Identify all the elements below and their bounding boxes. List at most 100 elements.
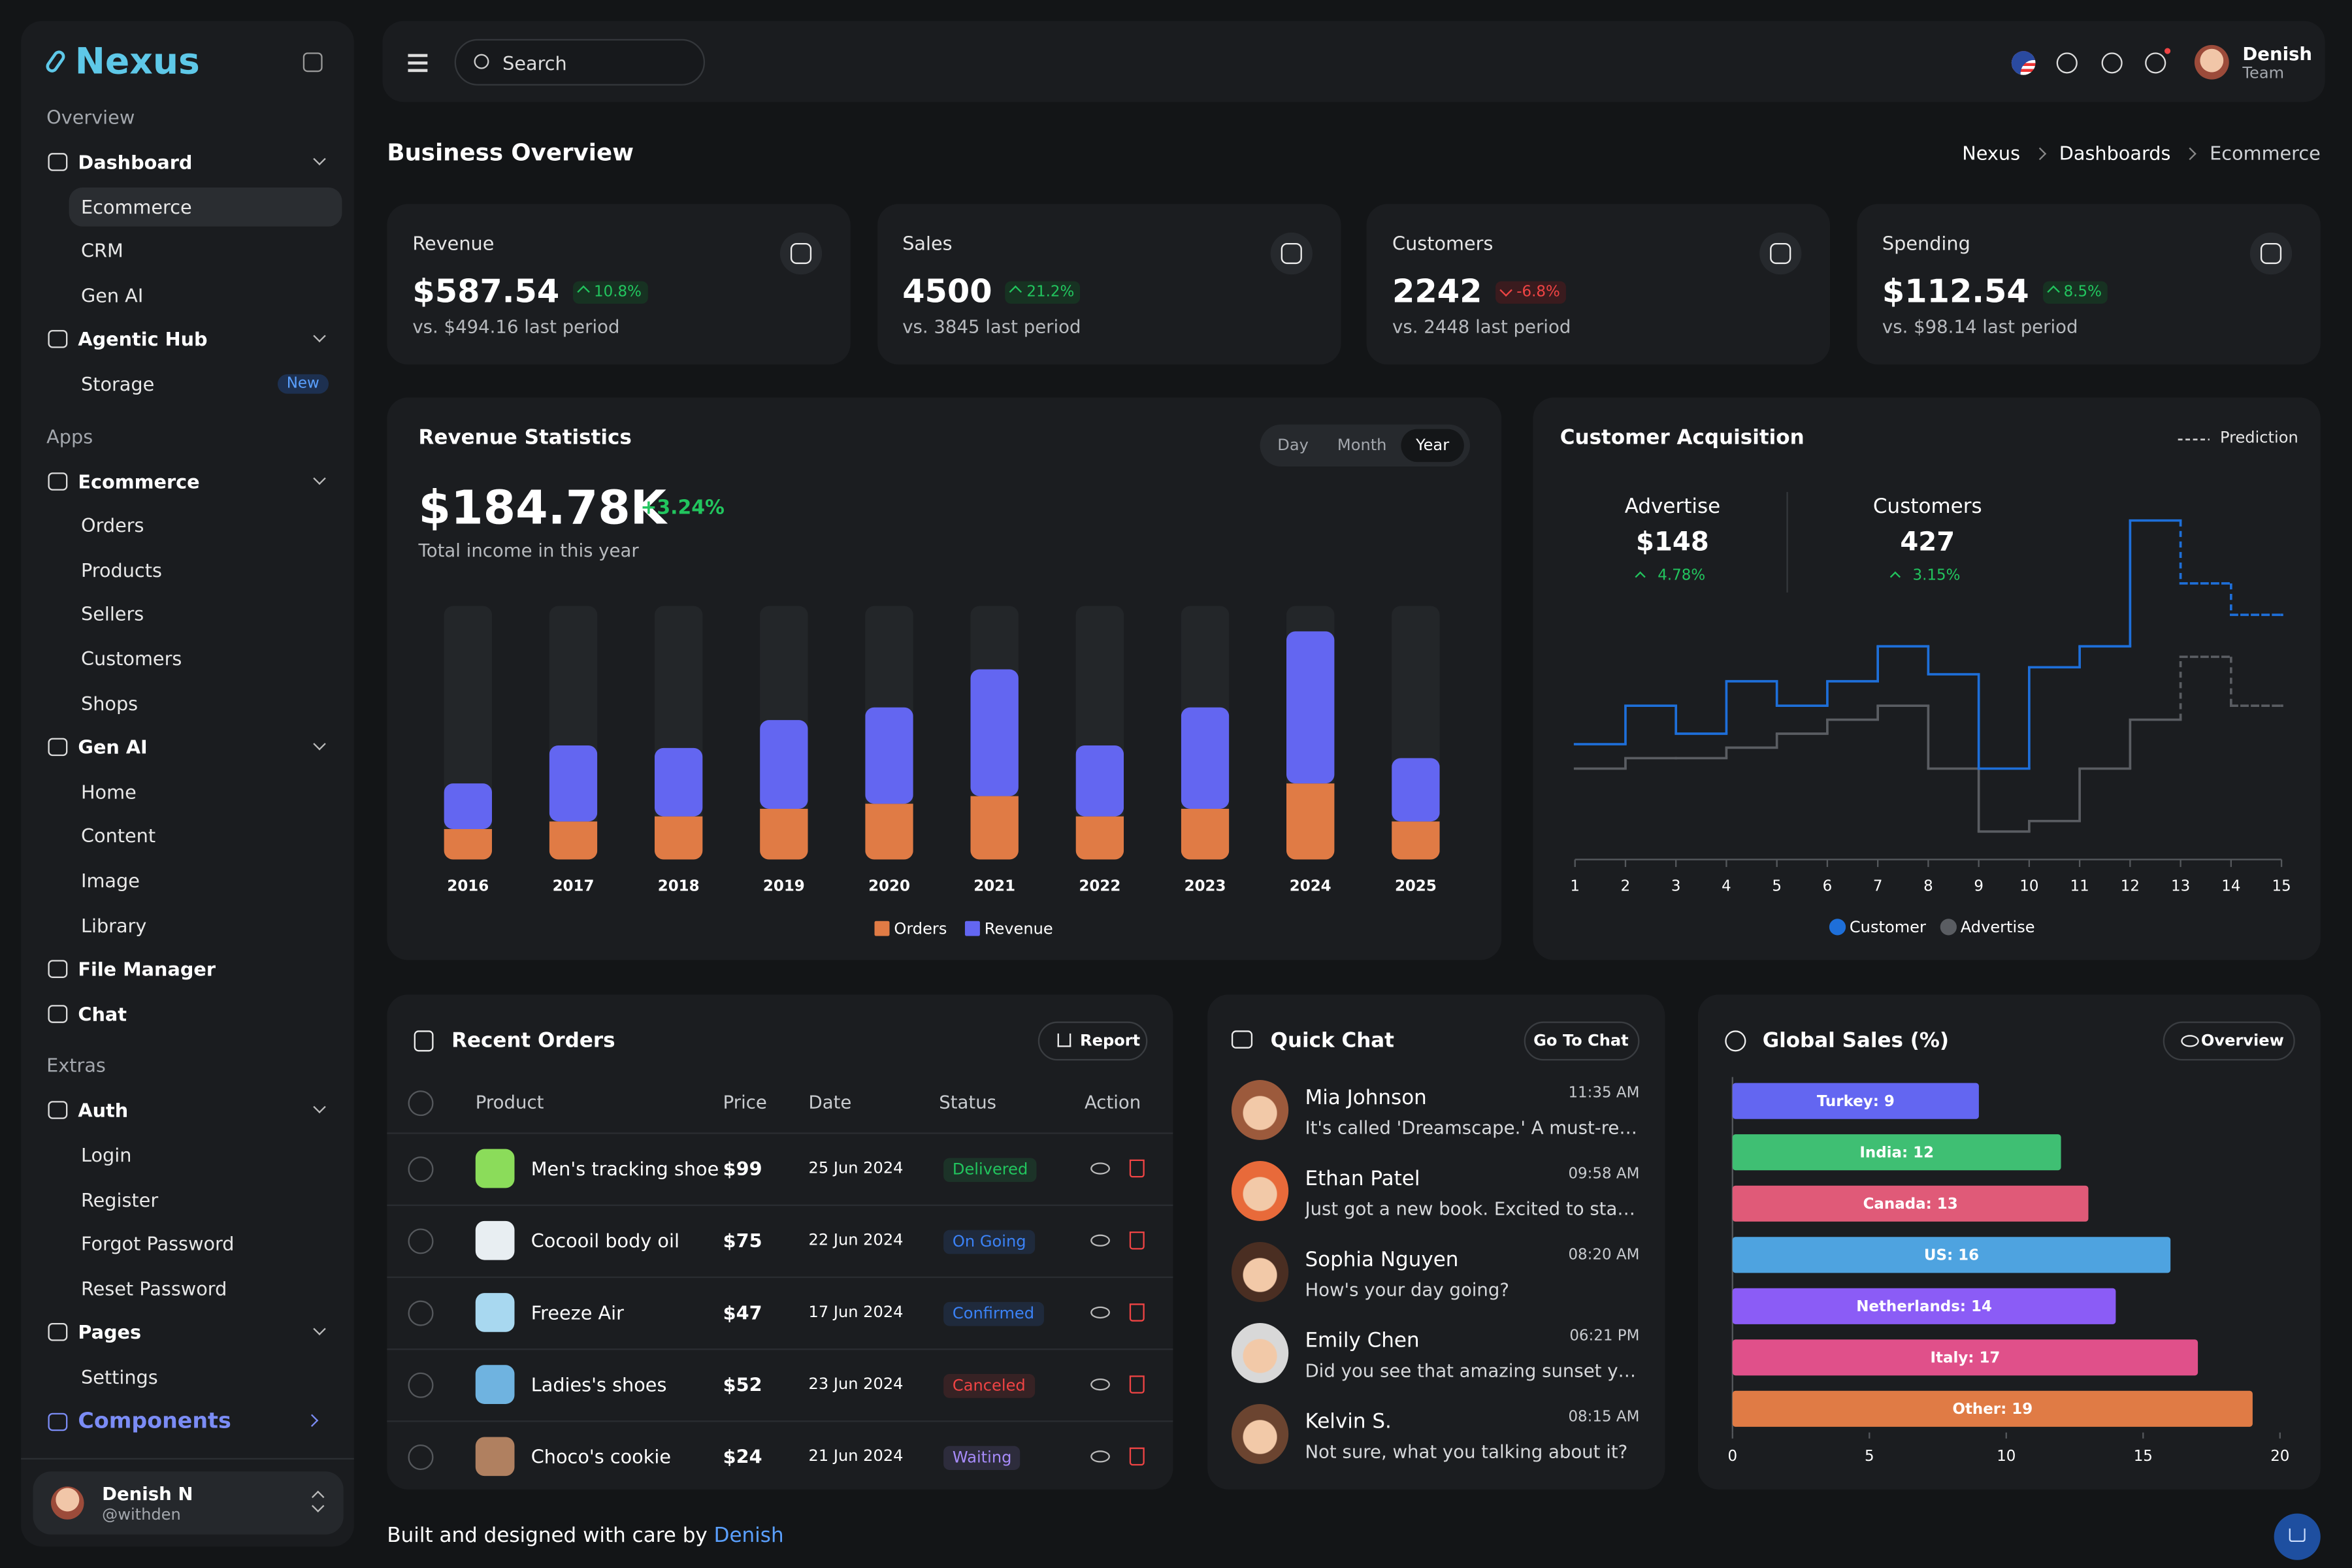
nav-item[interactable]: File Manager (78, 958, 216, 981)
nav-item[interactable]: Chat (78, 1002, 127, 1025)
row-checkbox[interactable] (408, 1228, 434, 1254)
footer: Built and designed with care by Denish (387, 1524, 783, 1548)
nav-subitem[interactable]: Image (80, 869, 140, 892)
x-tick-label: 15 (2272, 877, 2291, 894)
search-icon (474, 54, 489, 69)
chat-button[interactable] (1524, 1021, 1640, 1061)
nav-subitem[interactable]: Login (80, 1143, 132, 1167)
cart-button[interactable] (2274, 1513, 2321, 1560)
section-title: Overview (46, 105, 135, 129)
nav-subitem[interactable]: Library (80, 913, 147, 936)
contact-name[interactable]: Emily Chen (1305, 1329, 1420, 1353)
toolbar-icon[interactable] (2056, 52, 2078, 74)
flag-icon[interactable] (2011, 51, 2036, 75)
nav-subitem[interactable]: Sellers (80, 602, 144, 626)
nav-subitem[interactable]: Settings (80, 1365, 158, 1388)
status-badge: Waiting (943, 1446, 1021, 1470)
x-tick-label: 5 (1865, 1448, 1874, 1465)
product-name: Freeze Air (531, 1301, 624, 1324)
nav-subitem[interactable]: Reset Password (80, 1277, 227, 1299)
nav-subitem[interactable]: Content (80, 825, 156, 847)
sidebar-toggle[interactable] (302, 52, 323, 73)
breadcrumb[interactable]: Nexus (1962, 141, 2021, 165)
message-time: 09:58 AM (1568, 1166, 1640, 1183)
header-checkbox[interactable] (408, 1090, 434, 1117)
view-icon[interactable] (1090, 1306, 1110, 1319)
view-icon[interactable] (1090, 1234, 1110, 1247)
overview-button[interactable] (2163, 1021, 2295, 1061)
contact-name[interactable]: Ethan Patel (1305, 1167, 1420, 1191)
brand: Nexus (74, 40, 200, 83)
row-checkbox[interactable] (408, 1156, 434, 1183)
nav-subitem[interactable]: CRM (80, 239, 123, 263)
tab[interactable]: Day (1277, 436, 1309, 455)
column-header: Date (808, 1092, 852, 1113)
topbar-avatar[interactable] (2194, 44, 2229, 80)
nav-subitem[interactable]: Home (80, 780, 137, 803)
search-box[interactable] (454, 39, 706, 86)
toolbar-icon[interactable] (2101, 52, 2123, 74)
headline-change: +3.24% (640, 497, 725, 520)
row-checkbox[interactable] (408, 1444, 434, 1470)
contact-name[interactable]: Kelvin S. (1305, 1410, 1392, 1434)
report-button[interactable] (1037, 1021, 1148, 1061)
chat-avatar (1231, 1242, 1289, 1302)
nav-subitem[interactable]: Storage (80, 372, 155, 395)
nav-icon (48, 330, 68, 349)
row-checkbox[interactable] (408, 1372, 434, 1398)
nav-subitem[interactable]: Register (80, 1188, 159, 1211)
bar-label: Turkey: 9 (1817, 1093, 1895, 1110)
delete-icon[interactable] (1129, 1231, 1145, 1250)
nav-subitem[interactable]: Products (80, 558, 162, 581)
tab[interactable]: Month (1337, 436, 1387, 455)
nav-item[interactable]: Gen AI (78, 736, 148, 759)
x-tick-label: 2016 (447, 877, 489, 894)
nav-subitem[interactable]: Ecommerce (80, 195, 192, 218)
product-image (475, 1220, 515, 1260)
contact-name[interactable]: Sophia Nguyen (1305, 1248, 1459, 1272)
delete-icon[interactable] (1129, 1447, 1145, 1466)
view-icon[interactable] (1090, 1378, 1110, 1391)
row-checkbox[interactable] (408, 1300, 434, 1326)
stat-change: 10.8% (572, 281, 648, 304)
nav-subitem[interactable]: Customers (80, 647, 182, 670)
contact-name[interactable]: Mia Johnson (1305, 1086, 1427, 1110)
delete-icon[interactable] (1129, 1303, 1145, 1322)
nav-item[interactable]: Pages (78, 1321, 142, 1344)
delete-icon[interactable] (1129, 1159, 1145, 1178)
nav-subitem[interactable]: Forgot Password (80, 1232, 235, 1255)
x-tick-label: 2025 (1395, 877, 1437, 894)
nav-item[interactable]: Agentic Hub (78, 328, 208, 351)
row-separator (387, 1348, 1173, 1350)
bar-segment (654, 816, 703, 860)
message-time: 08:15 AM (1568, 1409, 1640, 1426)
nav-item[interactable]: Ecommerce (78, 469, 200, 493)
bar-segment (549, 821, 598, 860)
x-tick-label: 15 (2134, 1448, 2153, 1465)
nav-icon (48, 153, 68, 171)
nav-item[interactable]: Auth (78, 1099, 129, 1122)
chat-avatar (1231, 1322, 1289, 1383)
bar-segment (1181, 707, 1230, 809)
bar-label: Other: 19 (1952, 1401, 2033, 1418)
bar-label: Netherlands: 14 (1856, 1298, 1992, 1315)
view-icon[interactable] (1090, 1162, 1110, 1175)
nav-subitem[interactable]: Gen AI (80, 284, 144, 307)
nav-subitem[interactable]: Orders (80, 514, 144, 537)
tab[interactable]: Year (1416, 436, 1450, 455)
toolbar-icon[interactable] (2145, 52, 2166, 74)
x-tick-label: 2018 (658, 877, 700, 894)
stat-value: $587.54 (412, 274, 560, 312)
nav-item[interactable]: Dashboard (78, 150, 193, 174)
legend-swatch (874, 921, 890, 936)
footer-link[interactable]: Denish (713, 1524, 784, 1548)
breadcrumb[interactable]: Dashboards (2059, 141, 2171, 165)
nav-subitem[interactable]: Shops (80, 691, 139, 715)
acquisition-card (1533, 397, 2321, 960)
menu-icon-bar (408, 54, 428, 57)
user-card[interactable] (33, 1471, 344, 1535)
delete-icon[interactable] (1129, 1375, 1145, 1394)
view-icon[interactable] (1090, 1450, 1110, 1463)
bar-segment (865, 707, 913, 804)
nav-item[interactable]: Components (78, 1409, 231, 1433)
